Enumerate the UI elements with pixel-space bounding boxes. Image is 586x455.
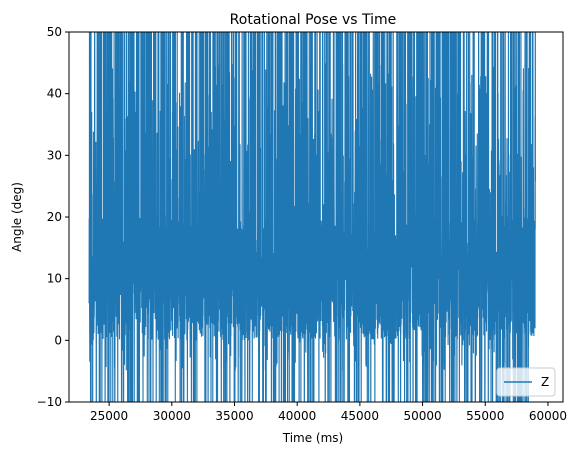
x-tick-label: 30000 [153, 409, 191, 423]
chart-title: Rotational Pose vs Time [230, 12, 397, 28]
y-tick-label: 40 [47, 87, 62, 101]
y-tick-label: 20 [47, 210, 62, 224]
y-tick-label: 0 [54, 333, 62, 347]
x-tick-label: 40000 [278, 409, 316, 423]
series-line-z [88, 32, 536, 402]
plot-area [68, 31, 564, 403]
y-axis-label: Angle (deg) [10, 182, 24, 252]
series-layer [88, 32, 536, 402]
y-axis: −10 0 10 20 30 40 50 [37, 25, 69, 409]
legend: Z [496, 367, 556, 397]
y-tick-label: 10 [47, 272, 62, 286]
x-tick-label: 55000 [466, 409, 504, 423]
legend-label-z: Z [541, 375, 549, 389]
x-tick-label: 50000 [403, 409, 441, 423]
y-tick-label: 50 [47, 25, 62, 39]
x-tick-label: 35000 [215, 409, 253, 423]
x-axis: 25000 30000 35000 40000 45000 50000 55000 60000 [90, 402, 567, 423]
x-axis-label: Time (ms) [282, 431, 344, 445]
y-tick-label: −10 [37, 395, 62, 409]
x-tick-label: 25000 [90, 409, 128, 423]
x-tick-label: 60000 [529, 409, 567, 423]
y-tick-label: 30 [47, 148, 62, 162]
x-tick-label: 45000 [341, 409, 379, 423]
